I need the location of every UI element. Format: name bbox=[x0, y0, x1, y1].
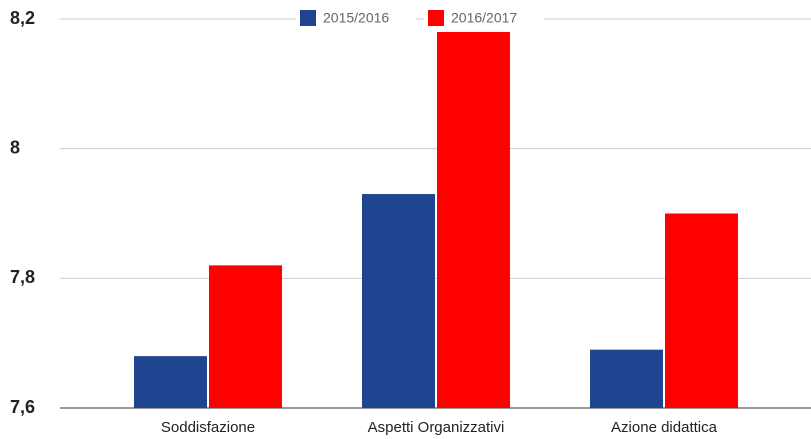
bar bbox=[134, 356, 207, 408]
x-tick-label: Aspetti Organizzativi bbox=[368, 419, 505, 436]
bar bbox=[209, 265, 282, 408]
y-tick-label: 7,6 bbox=[10, 397, 35, 417]
bar bbox=[437, 31, 510, 408]
legend-bg bbox=[424, 8, 544, 28]
bar bbox=[362, 194, 435, 408]
x-tick-label: Soddisfazione bbox=[161, 419, 255, 436]
bar bbox=[590, 349, 663, 408]
legend-label: 2015/2016 bbox=[323, 10, 389, 26]
legend-swatch bbox=[428, 10, 444, 26]
bar bbox=[665, 213, 738, 408]
legend-label: 2016/2017 bbox=[451, 10, 517, 26]
y-tick-label: 8,2 bbox=[10, 8, 35, 28]
legend-bg bbox=[296, 8, 416, 28]
y-tick-label: 8 bbox=[10, 137, 20, 157]
y-tick-label: 7,8 bbox=[10, 267, 35, 287]
legend-swatch bbox=[300, 10, 316, 26]
x-tick-label: Azione didattica bbox=[611, 419, 718, 436]
